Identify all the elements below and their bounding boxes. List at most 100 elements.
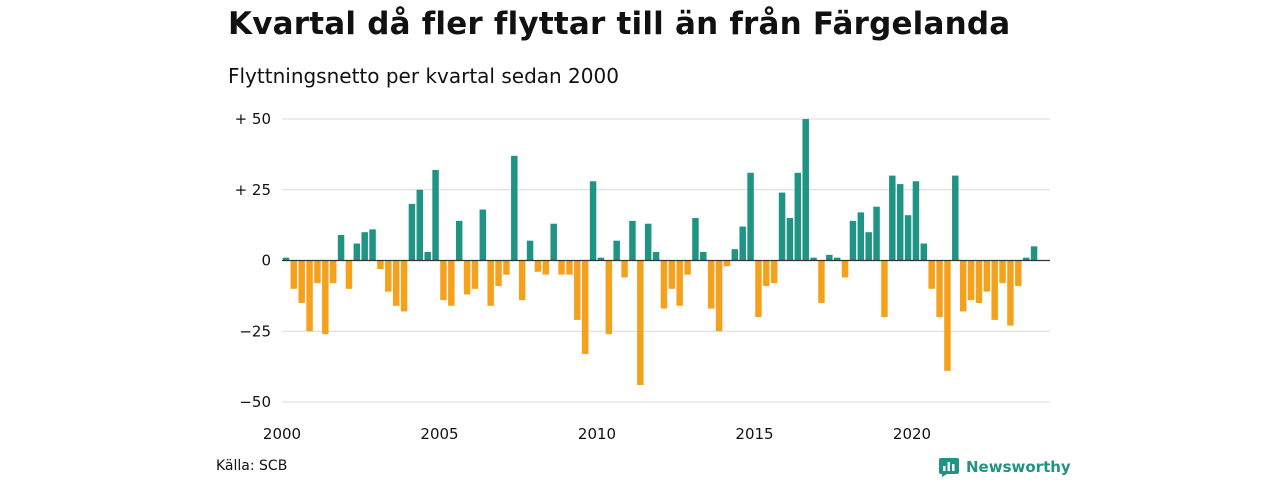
bar-quarter-30 [511,155,518,261]
bar-quarter-57 [723,260,731,267]
bar-quarter-95 [1022,257,1030,261]
bar-quarter-38 [574,260,581,320]
bar-quarter-45 [629,220,636,261]
y-tick-label: 0 [261,252,271,270]
bar-quarter-41 [597,257,605,261]
x-tick-label: 2010 [578,425,616,443]
bar-quarter-15 [392,260,400,306]
bar-quarter-66 [794,172,802,261]
bar-quarter-34 [542,260,550,275]
bar-quarter-76 [873,206,880,261]
bar-quarter-52 [684,260,691,275]
bar-quarter-22 [448,260,455,306]
bar-quarter-39 [581,260,589,354]
x-tick-label: 2000 [263,425,301,443]
bar-quarter-18 [416,189,424,261]
bar-quarter-28 [495,260,502,286]
bar-quarter-77 [881,260,888,318]
y-axis-tick-labels: + 50 + 25 0 −25 −50 [235,110,271,411]
bar-quarter-43 [613,240,620,261]
bar-quarter-83 [928,260,935,289]
bar-quarter-92 [999,260,1006,284]
brand-logo: Newsworthy [938,456,1071,478]
bar-quarter-94 [1015,260,1022,286]
bar-quarter-16 [400,260,408,312]
bar-quarter-68 [810,257,817,261]
bar-quarter-2 [290,260,298,289]
bar-quarter-89 [975,260,983,303]
bar-quarter-40 [589,181,597,261]
bar-quarter-12 [369,229,376,261]
bar-quarter-6 [322,260,329,335]
bar-quarter-70 [826,254,833,261]
bar-quarter-21 [440,260,447,301]
bar-quarter-29 [503,260,510,275]
bar-quarter-50 [668,260,676,289]
y-tick-label: + 50 [235,110,271,128]
bar-quarter-72 [841,260,849,278]
bar-quarter-56 [715,260,723,332]
bar-quarter-80 [904,215,912,261]
bar-quarter-44 [621,260,628,278]
bar-quarter-7 [329,260,337,284]
bar-quarter-73 [849,220,857,261]
bar-quarter-54 [700,252,707,261]
bar-quarter-85 [944,260,951,371]
bar-quarter-65 [786,218,794,261]
bar-quarter-48 [652,252,660,261]
bar-quarter-82 [920,243,928,261]
bar-quarter-79 [896,184,904,261]
bar-quarter-9 [345,260,353,289]
y-tick-label: −25 [239,322,271,340]
bar-quarter-23 [455,220,463,261]
bar-quarter-63 [770,260,778,284]
bar-quarter-58 [731,249,739,261]
y-tick-label: + 25 [235,181,271,199]
bar-quarter-61 [755,260,762,318]
bar-quarter-84 [936,260,943,318]
source-note: Källa: SCB [216,458,288,474]
bar-quarter-75 [865,232,872,261]
bar-quarter-25 [471,260,479,289]
bar-quarter-96 [1030,246,1038,261]
x-axis-tick-labels: 2000 2005 2010 2015 2020 [263,425,931,443]
bar-quarter-59 [739,226,746,261]
bar-quarter-49 [660,260,668,309]
bar-quarter-5 [314,260,321,284]
bar-quarter-17 [408,203,416,261]
bar-quarter-62 [763,260,770,286]
bar-quarter-37 [566,260,573,275]
bar-quarter-33 [534,260,542,272]
bar-quarter-10 [353,243,361,261]
bar-quarter-26 [479,209,487,261]
bar-quarter-3 [298,260,305,303]
bar-quarter-55 [707,260,715,309]
x-tick-label: 2005 [420,425,458,443]
bar-quarter-78 [889,175,896,261]
bar-quarter-11 [361,232,368,261]
bar-quarter-51 [676,260,683,306]
bar-quarter-86 [952,175,959,261]
bar-quarter-35 [550,223,557,261]
bar-quarter-14 [385,260,392,292]
bar-quarter-27 [487,260,494,306]
bar-quarter-19 [424,252,431,261]
bar-quarter-90 [983,260,991,292]
bar-quarter-13 [377,260,384,269]
bar-quarter-93 [1007,260,1014,326]
bar-quarter-1 [282,257,290,261]
bar-quarter-47 [644,223,652,261]
bar-quarter-74 [857,212,865,261]
bar-quarter-64 [778,192,786,261]
y-tick-label: −50 [239,393,271,411]
bar-quarter-32 [526,240,534,261]
bar-quarter-8 [337,235,345,261]
grid-lines [282,118,1050,403]
bar-quarter-67 [802,119,809,261]
bars [282,119,1038,386]
bar-quarter-36 [558,260,565,275]
bar-quarter-31 [518,260,526,301]
x-tick-label: 2015 [735,425,773,443]
bar-quarter-60 [747,172,754,261]
